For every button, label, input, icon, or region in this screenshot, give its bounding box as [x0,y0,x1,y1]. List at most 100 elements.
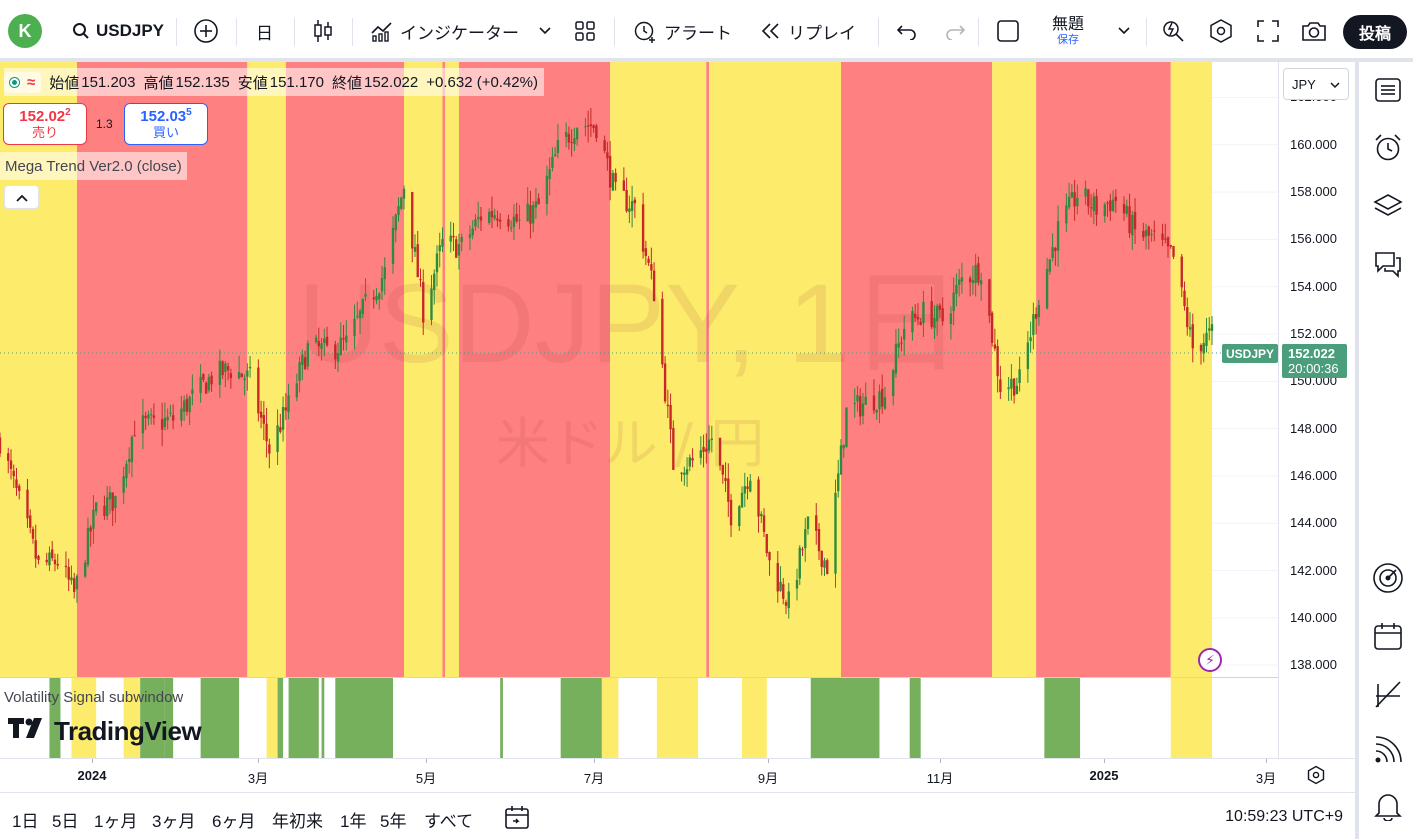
user-avatar[interactable]: K [8,14,42,48]
subwindow-divider[interactable] [0,677,1278,678]
candle [26,478,29,528]
axis-settings-button[interactable] [1304,764,1328,788]
last-price: 152.022 [1288,346,1335,361]
indicator-legend[interactable]: Mega Trend Ver2.0 (close) [0,152,187,180]
candle-body [988,279,991,316]
chart-type-button[interactable] [312,14,334,48]
currency-select[interactable]: JPY [1283,68,1349,100]
candle-body [1147,226,1150,236]
time-tick: 11月 [926,771,954,786]
range-button[interactable]: 年初来 [272,812,323,831]
candle-body [262,415,266,424]
pine-editor-button[interactable] [1371,678,1405,712]
timezone-clock[interactable]: 10:59:23 UTC+9 [1225,808,1343,825]
alert-button[interactable]: アラート [632,14,732,48]
time-axis[interactable]: 2024 3月 5月 7月 9月 11月 2025 3月 [0,758,1355,792]
calendar-button[interactable] [1371,620,1405,654]
price-tick: 152.000 [1290,326,1337,342]
candle [922,290,925,337]
redo-icon [944,22,966,40]
layout-name: 無題 [1052,16,1085,34]
subwindow-label[interactable]: Volatility Signal subwindow [4,689,184,706]
candle-body [685,469,689,475]
indicators-button[interactable]: インジケーター [370,14,551,48]
candle [306,340,309,370]
candle-body [180,408,183,421]
range-button[interactable]: 1日 [12,812,39,831]
candle-body [839,445,843,475]
candle [394,213,397,243]
templates-button[interactable] [574,14,596,48]
layout-menu-button[interactable] [1118,14,1130,48]
post-button[interactable]: 投稿 [1343,15,1407,49]
candle [614,168,617,191]
candle [163,402,167,431]
candle [1037,299,1041,326]
candle-body [237,372,241,379]
redo-button[interactable] [944,14,966,48]
candle [919,317,922,326]
candle-body [718,437,722,466]
candle [375,288,378,305]
interval-button[interactable]: 日 [256,14,273,48]
candle-body [762,515,766,532]
candle [0,432,2,457]
candle-body [534,201,538,208]
settings-button[interactable] [1208,14,1234,48]
candle-body [413,247,417,252]
candle-body [1045,268,1049,309]
range-button[interactable]: 5日 [52,812,79,831]
lightning-icon[interactable]: ⚡ [1198,648,1222,672]
symbol-search-button[interactable]: USDJPY [72,14,164,48]
price-chart[interactable]: USDJPY, 1日 米ドル / 円 [0,62,1278,758]
undo-icon [896,22,918,40]
candle [438,232,441,268]
price-axis[interactable]: 162.000160.000158.000156.000154.000152.0… [1278,62,1355,758]
object-tree-button[interactable] [1371,190,1405,224]
chart-pane[interactable]: USDJPY, 1日 米ドル / 円 ≈ 始値 151.203 高値 152.135… [0,62,1278,758]
candle [1018,356,1021,392]
watchlist-button[interactable] [1371,74,1405,108]
alerts-panel-button[interactable] [1371,132,1405,166]
goto-date-button[interactable] [504,805,530,834]
range-button[interactable]: 3ヶ月 [152,812,196,831]
range-button[interactable]: 1ヶ月 [94,812,138,831]
chats-button[interactable] [1371,248,1405,282]
candle-body [221,361,224,376]
range-button[interactable]: 6ヶ月 [212,812,256,831]
buy-label: 買い [152,124,179,140]
snapshot-button[interactable] [1300,14,1328,48]
candle [1029,321,1032,353]
notifications-button[interactable] [1371,790,1405,824]
collapse-legend-button[interactable] [4,185,39,209]
candle [691,448,694,468]
data-window-button[interactable] [1371,562,1405,596]
candle-body [526,203,529,222]
compare-button[interactable] [193,14,219,48]
sell-button[interactable]: 152.022 売り [3,103,87,145]
candle [493,208,496,221]
chart-grid [1212,96,1278,666]
candle-body [1007,387,1010,390]
volatility-band-green [335,678,394,758]
candle-body [356,315,359,317]
price-tick: 160.000 [1290,136,1337,152]
range-button[interactable]: すべて [424,812,474,831]
range-button[interactable]: 1年 [340,812,367,831]
replay-button[interactable]: リプレイ [760,14,856,48]
streams-button[interactable] [1371,734,1405,768]
range-button[interactable]: 5年 [380,812,407,831]
candle-body [952,292,955,312]
candle [529,190,532,239]
layout-button[interactable] [996,14,1020,48]
buy-button[interactable]: 152.035 買い [124,103,208,145]
market-open-dot-icon[interactable] [10,77,19,87]
tradingview-logo[interactable]: TradingView [8,716,202,747]
quick-search-button[interactable] [1160,14,1186,48]
undo-button[interactable] [896,14,918,48]
layout-name-button[interactable]: 無題 保存 [1052,14,1084,48]
legend-toggles[interactable]: ≈ [4,71,42,93]
wave-icon[interactable]: ≈ [27,73,36,91]
candle [383,257,386,295]
fullscreen-button[interactable] [1256,14,1280,48]
